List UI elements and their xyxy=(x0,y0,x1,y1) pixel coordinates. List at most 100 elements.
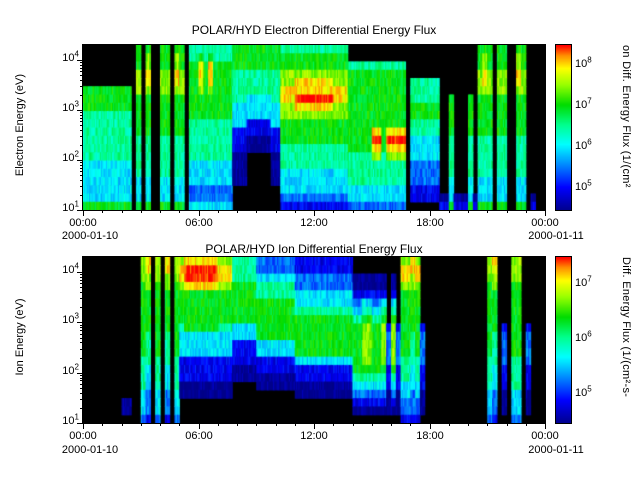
ion-spectrogram xyxy=(83,257,545,423)
x-tick-mark xyxy=(314,423,315,429)
x-tick-mark xyxy=(83,210,84,216)
electron-colorbar-label: on Diff. Energy Flux (1/(cm² xyxy=(620,45,632,188)
x-tick-label: 12:00 xyxy=(300,430,328,442)
x-tick-mark xyxy=(294,210,296,213)
y-minor-tick-mark xyxy=(80,387,83,389)
x-tick-label: 06:00 xyxy=(185,430,213,442)
x-tick-mark xyxy=(256,210,258,213)
y-minor-tick-mark xyxy=(80,377,83,379)
date-label-left: 2000-01-10 xyxy=(61,444,119,456)
x-tick-mark xyxy=(506,210,508,213)
x-tick-mark xyxy=(256,423,258,426)
colorbar-tick-label: 107 xyxy=(575,274,592,289)
y-minor-tick-mark xyxy=(80,357,83,359)
y-tick-label: 103 xyxy=(62,311,79,327)
y-tick-mark xyxy=(77,60,83,61)
x-tick-mark xyxy=(333,210,335,213)
x-tick-mark xyxy=(545,423,546,429)
x-tick-label: 06:00 xyxy=(185,217,213,229)
y-minor-tick-mark xyxy=(80,337,83,339)
x-tick-mark xyxy=(352,210,354,213)
y-minor-tick-mark xyxy=(80,380,83,382)
x-tick-mark xyxy=(179,423,181,426)
x-tick-mark xyxy=(294,423,296,426)
x-tick-mark xyxy=(314,210,315,216)
y-minor-tick-mark xyxy=(80,164,83,166)
x-tick-mark xyxy=(179,210,181,213)
y-tick-label: 104 xyxy=(62,261,79,277)
y-minor-tick-mark xyxy=(80,162,83,164)
y-tick-mark xyxy=(77,372,83,374)
x-tick-mark xyxy=(525,210,527,213)
ion-colorbar-label: Diff. Energy Flux (1/(cm²-s- xyxy=(620,257,632,398)
y-minor-tick-mark xyxy=(80,67,83,69)
y-tick-mark xyxy=(77,423,83,424)
y-minor-tick-mark xyxy=(80,287,83,289)
x-tick-mark xyxy=(468,210,469,213)
y-tick-label: 101 xyxy=(62,412,79,427)
x-tick-mark xyxy=(217,210,219,213)
colorbar-tick-label: 107 xyxy=(575,96,592,111)
x-tick-mark xyxy=(487,210,489,213)
y-minor-tick-mark xyxy=(80,117,83,119)
y-tick-label: 102 xyxy=(62,149,79,164)
y-tick-mark xyxy=(77,272,83,274)
y-minor-tick-mark xyxy=(80,298,83,300)
y-minor-tick-mark xyxy=(80,167,83,169)
y-minor-tick-mark xyxy=(80,276,83,278)
x-tick-label: 00:00 xyxy=(69,430,97,442)
x-tick-mark xyxy=(525,423,527,426)
date-label-right: 2000-01-11 xyxy=(528,230,584,242)
y-minor-tick-mark xyxy=(80,392,83,394)
y-minor-tick-mark xyxy=(80,348,83,350)
x-tick-mark xyxy=(352,423,354,426)
y-minor-tick-mark xyxy=(80,307,83,309)
y-minor-tick-mark xyxy=(80,125,83,127)
x-tick-mark xyxy=(275,423,277,426)
y-minor-tick-mark xyxy=(80,324,83,326)
y-minor-tick-mark xyxy=(80,342,83,344)
y-tick-mark xyxy=(77,322,83,324)
y-minor-tick-mark xyxy=(80,283,83,285)
y-minor-tick-mark xyxy=(80,330,83,332)
x-tick-label: 00:00 xyxy=(531,430,559,442)
electron-spectrogram xyxy=(83,45,545,210)
x-tick-mark xyxy=(429,210,431,216)
y-minor-tick-mark xyxy=(80,383,83,385)
y-minor-tick-mark xyxy=(80,144,83,146)
x-tick-label: 00:00 xyxy=(69,217,97,229)
x-tick-mark xyxy=(140,423,142,426)
y-minor-tick-mark xyxy=(80,79,83,81)
colorbar-tick-label: 108 xyxy=(575,54,592,70)
y-minor-tick-mark xyxy=(80,374,83,376)
colorbar-tick-label: 105 xyxy=(575,384,592,400)
y-minor-tick-mark xyxy=(80,194,83,196)
x-tick-mark xyxy=(545,210,546,216)
x-tick-mark xyxy=(198,210,200,216)
electron-colorbar xyxy=(556,45,571,210)
date-label-left: 2000-01-10 xyxy=(61,230,119,242)
x-tick-mark xyxy=(333,423,335,426)
y-minor-tick-mark xyxy=(80,279,83,281)
date-label-right: 2000-01-11 xyxy=(528,444,584,456)
electron-panel-title: POLAR/HYD Electron Differential Energy F… xyxy=(191,23,437,37)
x-tick-mark xyxy=(160,210,161,213)
ion-y-axis-label: Ion Energy (eV) xyxy=(14,298,26,376)
y-minor-tick-mark xyxy=(80,75,83,77)
y-tick-label: 103 xyxy=(62,99,79,114)
x-tick-mark xyxy=(371,423,373,426)
x-tick-mark xyxy=(391,423,392,426)
x-tick-mark xyxy=(198,423,200,429)
x-tick-mark xyxy=(102,423,104,426)
y-minor-tick-mark xyxy=(80,407,83,409)
colorbar-tick-label: 106 xyxy=(575,329,592,344)
y-tick-mark xyxy=(77,210,83,211)
y-minor-tick-mark xyxy=(80,129,83,131)
y-minor-tick-mark xyxy=(80,186,83,188)
y-minor-tick-mark xyxy=(80,327,83,329)
colorbar-tick-label: 106 xyxy=(575,137,592,153)
x-tick-mark xyxy=(487,423,489,426)
colorbar-tick-label: 105 xyxy=(575,178,592,194)
x-tick-mark xyxy=(102,210,104,213)
y-minor-tick-mark xyxy=(80,64,83,66)
